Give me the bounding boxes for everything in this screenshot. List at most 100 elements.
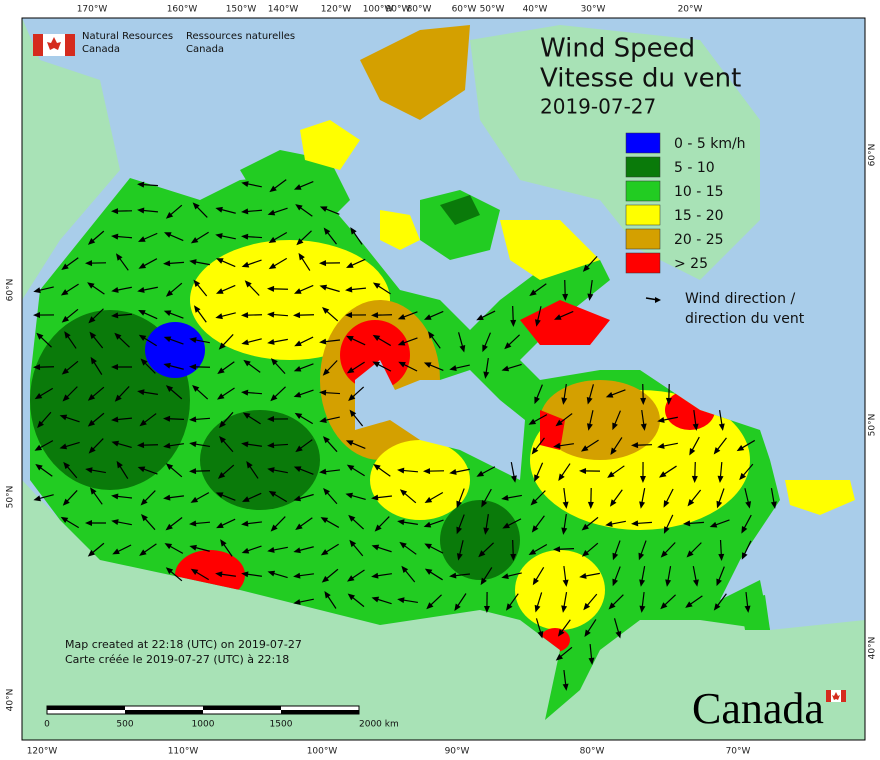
wind-arrow-head — [639, 579, 646, 587]
wind-arrow-head — [424, 568, 433, 575]
wind-arrow-head — [241, 261, 250, 268]
frame — [21, 17, 866, 741]
wind-arrow-head — [244, 280, 252, 288]
wind-arrow-head — [138, 334, 147, 341]
wind-arrow-head — [716, 578, 722, 587]
wind-arrow-head — [85, 260, 93, 267]
wind-arrow-head — [483, 527, 490, 535]
legend-label: 5 - 10 — [674, 160, 715, 176]
wind-arrow-head — [399, 489, 408, 497]
wind-arrow-head — [137, 466, 146, 473]
wind-arrow-head — [612, 552, 619, 561]
title-fr: Vitesse du vent — [540, 64, 741, 94]
agency-en: Natural Resources — [82, 31, 173, 42]
left-lat-label: 60°N — [6, 279, 16, 302]
wind-arrow-head — [587, 501, 594, 509]
wind-arrow-head — [582, 264, 590, 272]
wind-arrow-head — [138, 262, 147, 269]
wind-arrow-head — [319, 417, 327, 424]
wind-arrow-head — [163, 442, 171, 449]
wind-arrow-head — [349, 539, 357, 548]
wind-arrow-head — [163, 232, 172, 238]
wind-arrow-head — [216, 393, 225, 400]
wind-arrow-head — [241, 389, 249, 396]
wind-arrow-head — [424, 496, 433, 503]
left-lat-label: 50°N — [6, 486, 16, 509]
wind-arrow-head — [348, 514, 356, 522]
wind-arrow-head — [294, 340, 302, 347]
wind-arrow-head — [609, 499, 617, 507]
wind-arrow-head — [610, 447, 617, 456]
wind-arrow-head — [612, 578, 619, 587]
wind-arrow-head — [190, 237, 199, 244]
wind-arrow-head — [562, 683, 569, 691]
wind-arrow-head — [218, 420, 226, 428]
wind-arrow-head — [114, 394, 122, 402]
wind-arrow-head — [347, 593, 355, 601]
wind-arrow-head — [267, 442, 275, 449]
wind-arrow-head — [270, 358, 278, 366]
legend-swatch — [625, 228, 661, 250]
legend-swatch — [625, 180, 661, 202]
wind-arrow-head — [426, 602, 434, 610]
wind-arrow-head — [717, 475, 724, 483]
wind-arrow-head — [657, 442, 665, 449]
right-lat-label: 40°N — [868, 637, 878, 660]
wind-arrow-head — [483, 371, 490, 379]
wind-arrow-head — [449, 469, 457, 475]
wind-arrow-head — [319, 468, 327, 475]
top-lon-label: 140°W — [268, 5, 299, 15]
wind-arrow-head — [741, 552, 748, 560]
legend-swatch — [625, 156, 661, 178]
wind-arrow-head — [345, 440, 354, 446]
arrow-label-en: Wind direction / — [685, 291, 795, 307]
wind-arrow-head — [658, 471, 667, 478]
wind-arrow-head — [502, 522, 510, 529]
wind-arrow-head — [111, 287, 119, 293]
wind-arrow-head — [139, 419, 147, 427]
wind-arrow-head — [371, 596, 380, 603]
wind-arrow-head — [557, 629, 565, 637]
wind-arrow-head — [345, 312, 353, 319]
wind-arrow-head — [139, 549, 147, 556]
wind-arrow-head — [319, 389, 327, 396]
wind-arrow-head — [555, 653, 564, 661]
wind-arrow-head — [295, 523, 303, 530]
wind-arrow-head — [140, 498, 148, 506]
wind-arrow-head — [164, 543, 173, 550]
wind-arrow-head — [242, 412, 251, 419]
wind-arrow-head — [692, 423, 699, 431]
wind-arrow-head — [88, 316, 96, 324]
wind-arrow-head — [744, 605, 751, 613]
top-lon-label: 90°W — [386, 5, 411, 15]
wind-arrow-head — [528, 418, 537, 425]
wind-arrow-head — [163, 336, 172, 343]
legend-label: 10 - 15 — [674, 184, 724, 200]
wind-arrow-head — [510, 553, 517, 561]
wind-arrow-head — [293, 572, 301, 579]
bottom-lon-label: 70°W — [726, 747, 751, 757]
wind-arrow-head — [640, 423, 647, 431]
wind-arrow-head — [615, 630, 622, 639]
wind-arrow-head — [319, 284, 328, 291]
scale-bar — [46, 705, 360, 715]
wind-arrow-head — [189, 468, 197, 475]
wind-arrow-head — [631, 442, 639, 449]
wind-arrow-head — [59, 443, 68, 450]
legend-swatch — [625, 204, 661, 226]
wind-arrow-head — [583, 602, 591, 611]
wind-arrow-head — [423, 362, 432, 368]
wind-arrow-head — [449, 572, 457, 579]
wind-arrow-head — [739, 472, 747, 481]
wind-arrow-head — [217, 472, 226, 479]
wind-arrow-head — [427, 331, 435, 339]
wind-arrow-head — [293, 391, 302, 398]
wind-arrow-head — [192, 202, 200, 210]
top-lon-label: 160°W — [167, 5, 198, 15]
wind-arrow-head — [347, 575, 355, 582]
wind-arrow-head — [111, 312, 119, 319]
wind-arrow-head — [683, 520, 691, 527]
wind-arrow-head — [371, 312, 379, 319]
wind-arrow-head — [137, 207, 145, 214]
top-lon-label: 50°W — [480, 5, 505, 15]
